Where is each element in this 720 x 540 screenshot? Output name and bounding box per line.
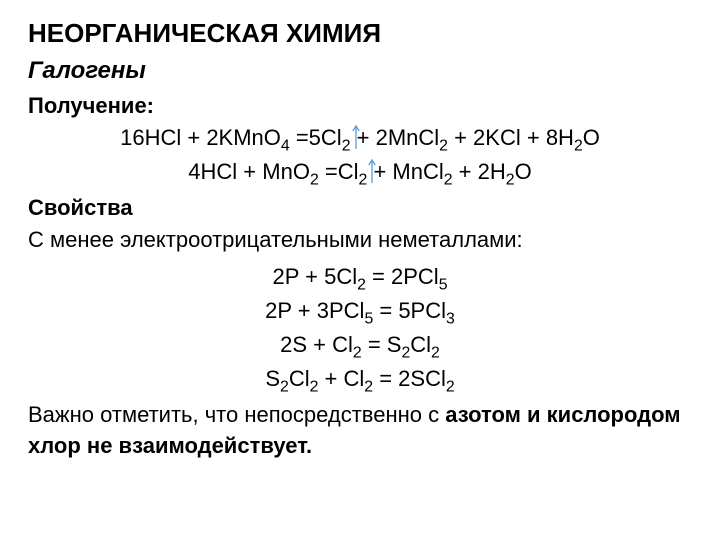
equation-4: 2P + 3PCl5 = 5PCl3: [28, 294, 692, 328]
equation-2: 4HCl + MnO2 =Cl2 + MnCl2 + 2H2O: [28, 155, 692, 189]
eq5-s3: 2: [431, 345, 440, 362]
eq2-t3: + MnCl: [367, 159, 443, 184]
note-p1: Важно отметить, что непосредственно с: [28, 402, 445, 427]
eq3-t2: = 2PCl: [366, 264, 439, 289]
eq4-t2: = 5PCl: [373, 298, 446, 323]
eq5-s1: 2: [353, 345, 362, 362]
properties-intro: С менее электроотрицательными неметаллам…: [28, 225, 692, 256]
eq1-s3: 2: [439, 137, 448, 154]
eq3-s2: 5: [439, 276, 448, 293]
eq1-t5: O: [583, 125, 600, 150]
equation-3: 2P + 5Cl2 = 2PCl5: [28, 260, 692, 294]
eq1-t2: =5Cl: [290, 125, 342, 150]
eq2-t4: + 2H: [453, 159, 506, 184]
eq2-t5: O: [515, 159, 532, 184]
eq2-s1: 2: [310, 171, 319, 188]
eq1-t1: 16HCl + 2KMnO: [120, 125, 281, 150]
eq2-t1: 4HCl + MnO: [188, 159, 310, 184]
eq6-t1: S: [265, 366, 280, 391]
eq3-t1: 2P + 5Cl: [273, 264, 358, 289]
eq6-s4: 2: [446, 379, 455, 396]
eq5-t1: 2S + Cl: [280, 332, 353, 357]
eq6-s1: 2: [280, 379, 289, 396]
eq6-t2: Cl: [289, 366, 310, 391]
eq5-t2: = S: [362, 332, 402, 357]
eq6-t4: = 2SCl: [373, 366, 446, 391]
eq1-t4: + 2KCl + 8H: [448, 125, 574, 150]
eq4-s2: 3: [446, 310, 455, 327]
eq2-s4: 2: [506, 171, 515, 188]
eq6-s3: 2: [364, 379, 373, 396]
section-preparation-label: Получение:: [28, 93, 692, 119]
equation-6: S2Cl2 + Cl2 = 2SCl2: [28, 362, 692, 396]
equation-1: 16HCl + 2KMnO4 =5Cl2 + 2MnCl2 + 2KCl + 8…: [28, 121, 692, 155]
section-properties-label: Свойства: [28, 195, 692, 221]
eq5-s2: 2: [401, 345, 410, 362]
section-subtitle: Галогены: [28, 57, 692, 85]
eq1-s2: 2: [342, 137, 351, 154]
eq4-s1: 5: [364, 310, 373, 327]
eq3-s1: 2: [357, 276, 366, 293]
eq4-t1: 2P + 3PCl: [265, 298, 364, 323]
eq6-t3: + Cl: [318, 366, 364, 391]
eq5-t3: Cl: [410, 332, 431, 357]
eq1-s1: 4: [281, 137, 290, 154]
eq1-s4: 2: [574, 137, 583, 154]
eq2-s2: 2: [359, 171, 368, 188]
eq1-t3: + 2MnCl: [351, 125, 440, 150]
equation-5: 2S + Cl2 = S2Cl2: [28, 328, 692, 362]
eq2-s3: 2: [444, 171, 453, 188]
note-text: Важно отметить, что непосредственно с аз…: [28, 400, 692, 462]
page-title: НЕОРГАНИЧЕСКАЯ ХИМИЯ: [28, 18, 692, 49]
eq2-t2: =Cl: [319, 159, 359, 184]
